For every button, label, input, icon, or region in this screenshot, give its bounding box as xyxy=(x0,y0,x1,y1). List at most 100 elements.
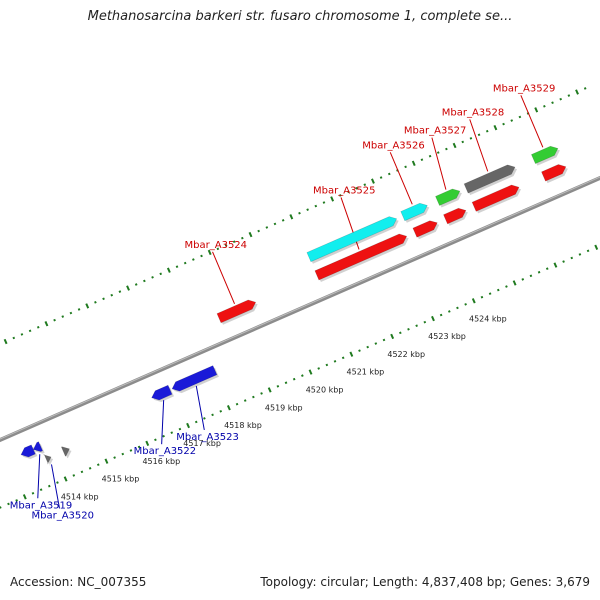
inner-tick-mark xyxy=(308,369,313,375)
outer-tick-mark xyxy=(159,272,163,276)
outer-tick-mark xyxy=(543,104,546,108)
outer-tick-mark xyxy=(355,186,358,190)
kbp-label: 4518 kbp xyxy=(224,421,262,430)
outer-tick-mark xyxy=(175,265,179,268)
outer-tick-mark xyxy=(192,258,195,261)
gene-arrow[interactable] xyxy=(216,299,257,324)
gene-arrow[interactable] xyxy=(531,145,559,164)
outer-tick-mark xyxy=(143,279,146,283)
gene-label-leader xyxy=(195,385,205,431)
gene-label[interactable]: Mbar_A3526 xyxy=(362,140,425,151)
inner-tick-mark xyxy=(7,502,10,506)
gene-label[interactable]: Mbar_A3529 xyxy=(493,83,556,94)
outer-tick-mark xyxy=(428,154,432,158)
outer-tick-mark xyxy=(314,204,318,208)
outer-tick-mark xyxy=(567,94,571,97)
outer-tick-mark xyxy=(477,133,481,137)
gene-label-leader xyxy=(389,152,413,205)
outer-tick-mark xyxy=(232,240,236,244)
outer-tick-mark xyxy=(20,333,24,336)
outer-tick-mark xyxy=(281,219,285,222)
outer-tick-mark xyxy=(583,87,587,90)
outer-tick-mark xyxy=(102,297,105,301)
gene-arrow[interactable] xyxy=(151,384,173,401)
outer-tick-mark xyxy=(151,276,154,279)
inner-tick-mark xyxy=(456,306,459,310)
kbp-label: 4524 kbp xyxy=(469,314,507,323)
outer-tick-mark xyxy=(183,261,187,265)
gene-label-leader xyxy=(212,251,235,304)
outer-tick-mark xyxy=(347,190,350,194)
gene-arrow[interactable] xyxy=(412,220,438,238)
inner-tick-mark xyxy=(431,315,435,322)
gene-arrow[interactable] xyxy=(463,164,516,194)
outer-tick-mark xyxy=(485,129,489,133)
gene-arrow[interactable] xyxy=(42,454,52,465)
outer-tick-mark xyxy=(379,176,383,179)
inner-tick-mark xyxy=(358,349,361,352)
inner-tick-mark xyxy=(137,445,141,449)
outer-tick-mark xyxy=(306,208,309,211)
inner-tick-mark xyxy=(226,405,231,411)
outer-tick-mark xyxy=(200,254,203,258)
gene-label-leader xyxy=(469,119,489,172)
gene-arrow[interactable] xyxy=(471,184,520,212)
inner-tick-mark xyxy=(15,499,18,502)
gene-arrow[interactable] xyxy=(541,164,567,182)
gene-arrow[interactable] xyxy=(171,365,218,392)
inner-tick-mark xyxy=(301,374,304,377)
kbp-label: 4515 kbp xyxy=(102,475,140,484)
inner-tick-mark xyxy=(284,381,288,385)
kbp-label: 4516 kbp xyxy=(142,457,180,466)
gene-label[interactable]: Mbar_A3520 xyxy=(31,510,94,521)
gene-arrow[interactable] xyxy=(435,188,461,206)
inner-tick-mark xyxy=(382,338,386,342)
kbp-label: 4523 kbp xyxy=(428,332,466,341)
inner-tick-mark xyxy=(496,288,500,292)
inner-tick-mark xyxy=(252,395,255,399)
gene-label[interactable]: Mbar_A3525 xyxy=(313,185,376,196)
inner-tick-mark xyxy=(317,367,321,370)
gene-label[interactable]: Mbar_A3519 xyxy=(10,500,73,511)
gene-arrow[interactable] xyxy=(61,446,70,457)
outer-tick-mark xyxy=(502,122,505,126)
gene-label[interactable]: Mbar_A3528 xyxy=(442,107,505,118)
gene-label-leader xyxy=(431,137,447,190)
inner-tick-mark xyxy=(96,463,100,467)
inner-tick-mark xyxy=(537,270,541,274)
gene-arrow[interactable] xyxy=(443,207,467,225)
outer-tick-mark xyxy=(207,249,212,256)
inner-tick-mark xyxy=(390,333,395,340)
inner-tick-mark xyxy=(219,409,223,413)
outer-tick-mark xyxy=(273,222,277,226)
inner-tick-mark xyxy=(594,244,599,250)
outer-tick-mark xyxy=(28,329,32,333)
inner-tick-mark xyxy=(235,402,239,406)
gene-arrow[interactable] xyxy=(20,444,36,458)
gene-label[interactable]: Mbar_A3523 xyxy=(176,432,239,443)
inner-tick-mark xyxy=(194,420,198,424)
inner-tick-mark xyxy=(521,278,525,281)
gene-arrow[interactable] xyxy=(306,216,398,263)
outer-tick-mark xyxy=(224,243,228,247)
gene-arrow[interactable] xyxy=(400,202,428,222)
gene-label[interactable]: Mbar_A3527 xyxy=(404,126,467,137)
gene-arrow[interactable] xyxy=(32,441,43,452)
outer-tick-mark xyxy=(248,231,253,238)
outer-tick-mark xyxy=(134,283,138,286)
inner-tick-mark xyxy=(72,474,76,477)
outer-tick-mark xyxy=(3,338,8,345)
inner-tick-mark xyxy=(464,303,467,306)
topology-summary: Topology: circular; Length: 4,837,408 bp… xyxy=(260,575,590,589)
gene-arrow[interactable] xyxy=(314,233,408,281)
inner-tick-mark xyxy=(578,253,582,256)
inner-tick-mark xyxy=(586,249,590,253)
gene-label[interactable]: Mbar_A3524 xyxy=(185,240,248,251)
gene-label[interactable]: Mbar_A3522 xyxy=(134,446,197,457)
outer-tick-mark xyxy=(387,172,391,176)
outer-tick-mark xyxy=(36,325,40,329)
inner-tick-mark xyxy=(407,327,410,331)
outer-tick-mark xyxy=(559,97,563,101)
gene-label-leader xyxy=(520,95,544,148)
